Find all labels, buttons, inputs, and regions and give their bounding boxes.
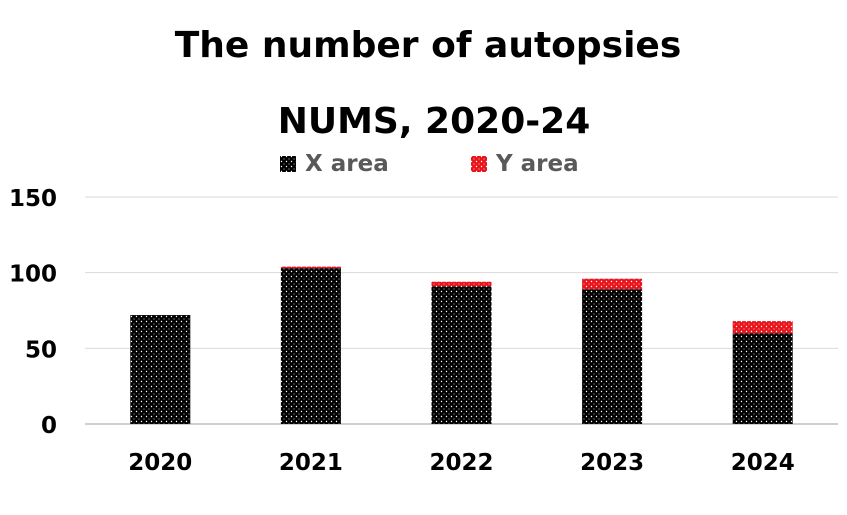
bars: [130, 266, 793, 424]
bar-y-area: [280, 266, 341, 269]
x-tick-label: 2020: [128, 450, 192, 476]
bar-x-area: [582, 289, 643, 424]
chart-title: The number of autopsies: [175, 25, 682, 66]
bar-x-area: [732, 333, 793, 424]
bar-y-area: [732, 321, 793, 334]
x-tick-label: 2024: [731, 450, 795, 476]
y-axis-ticks: 0 50 100 150: [9, 186, 57, 439]
bar-x-area: [280, 268, 341, 424]
x-tick-label: 2023: [580, 450, 644, 476]
y-tick-label: 150: [9, 186, 57, 212]
x-axis-ticks: 2020 2021 2022 2023 2024: [128, 450, 794, 476]
bar-x-area: [431, 286, 492, 424]
legend: X area Y area: [280, 151, 579, 177]
bar-x-area: [130, 315, 191, 424]
legend-label-x-area: X area: [305, 151, 389, 177]
y-tick-label: 100: [9, 262, 57, 288]
x-tick-label: 2022: [429, 450, 493, 476]
legend-swatch-y-area: [471, 156, 487, 172]
legend-swatch-x-area: [280, 156, 296, 172]
bar-y-area: [582, 278, 643, 290]
bar-y-area: [431, 281, 492, 287]
legend-label-y-area: Y area: [495, 151, 579, 177]
y-tick-label: 50: [25, 337, 57, 363]
y-tick-label: 0: [41, 413, 57, 439]
chart-subtitle: NUMS, 2020-24: [278, 101, 591, 142]
x-tick-label: 2021: [279, 450, 343, 476]
